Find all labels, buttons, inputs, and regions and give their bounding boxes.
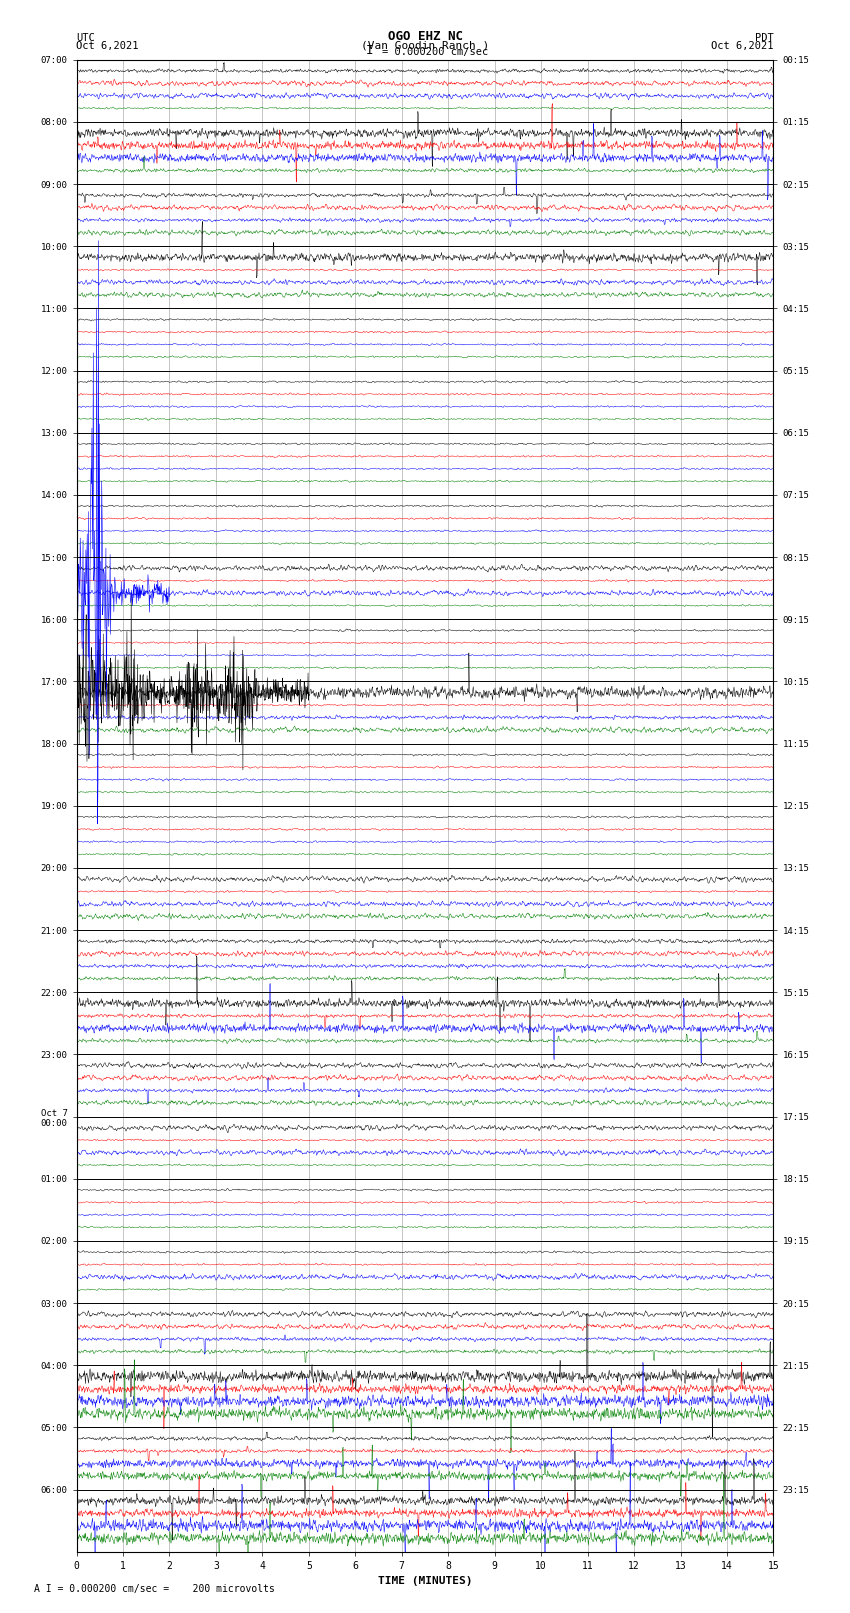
X-axis label: TIME (MINUTES): TIME (MINUTES) (377, 1576, 473, 1586)
Text: I: I (366, 44, 373, 58)
Text: (Van Goodin Ranch ): (Van Goodin Ranch ) (361, 40, 489, 50)
Text: OGO EHZ NC: OGO EHZ NC (388, 29, 462, 44)
Text: A I = 0.000200 cm/sec =    200 microvolts: A I = 0.000200 cm/sec = 200 microvolts (34, 1584, 275, 1594)
Text: UTC: UTC (76, 32, 95, 44)
Text: = 0.000200 cm/sec: = 0.000200 cm/sec (382, 47, 489, 58)
Text: PDT: PDT (755, 32, 774, 44)
Text: Oct 6,2021: Oct 6,2021 (711, 40, 774, 50)
Text: Oct 6,2021: Oct 6,2021 (76, 40, 139, 50)
